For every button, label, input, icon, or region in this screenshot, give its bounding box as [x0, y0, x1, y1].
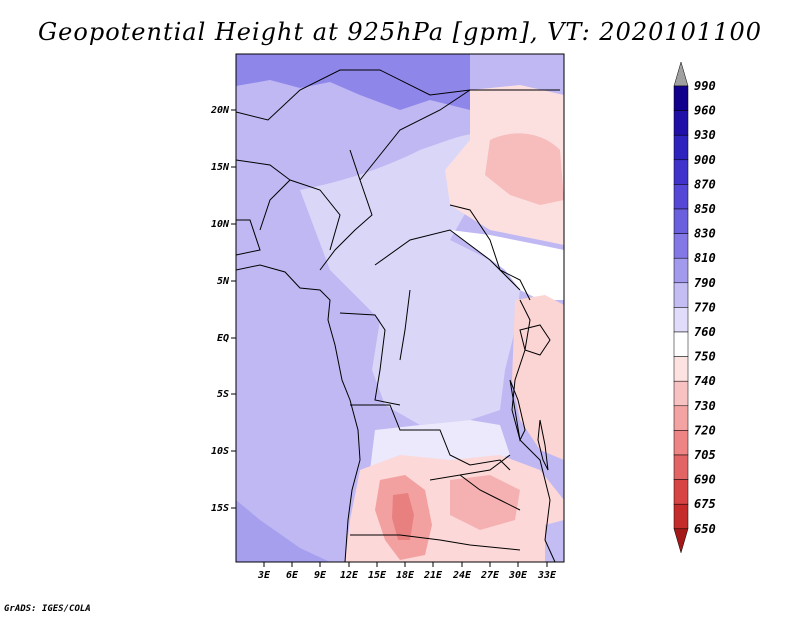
- lat-label: 5N: [217, 276, 230, 287]
- colorbar-label: 810: [694, 251, 716, 265]
- field-red-core: [392, 493, 414, 540]
- border-west-africa: [236, 159, 341, 256]
- latitude-axis: 20N 15N 10N 5N EQ 5S 10S 15S: [210, 105, 236, 514]
- colorbar-label: 900: [694, 153, 716, 167]
- colorbar-segment: [673, 233, 689, 259]
- lon-label: 33E: [537, 570, 557, 581]
- border-east-lakes: [511, 299, 556, 562]
- colorbar-label: 850: [694, 202, 716, 216]
- lat-label: 5S: [217, 389, 229, 400]
- lon-label: 24E: [452, 570, 472, 581]
- lake-victoria: [519, 324, 551, 356]
- lon-label: 12E: [340, 570, 359, 581]
- lon-label: 21E: [423, 570, 443, 581]
- colorbar-segment: [673, 110, 689, 136]
- lat-label: EQ: [217, 333, 229, 344]
- colorbar-top-arrow: [673, 61, 689, 87]
- colorbar-label: 960: [694, 104, 716, 118]
- lon-label: 9E: [314, 570, 327, 581]
- colorbar-segment: [673, 208, 689, 234]
- colorbar-segment: [673, 257, 689, 284]
- lon-label: 27E: [480, 570, 500, 581]
- colorbar-label: 690: [694, 473, 716, 487]
- colorbar-segment: [673, 307, 689, 333]
- plot-frame: [235, 53, 565, 563]
- colorbar-segment: [673, 356, 689, 382]
- map-title: Geopotential Height at 925hPa [gpm], VT:…: [38, 18, 762, 46]
- colorbar-label: 740: [694, 374, 716, 388]
- border-congo: [339, 289, 411, 406]
- longitude-axis: 3E 6E 9E 12E 15E 18E 21E 24E 27E 30E 33E: [257, 562, 557, 581]
- colorbar-segment: [673, 85, 689, 111]
- grads-credit: GrADS: IGES/COLA: [4, 604, 91, 614]
- colorbar-label: 760: [694, 325, 716, 339]
- colorbar-segment: [673, 479, 689, 505]
- lat-label: 10N: [211, 219, 230, 230]
- lat-label: 10S: [211, 446, 229, 457]
- coastline-west: [236, 264, 361, 562]
- colorbar-segment: [673, 454, 689, 480]
- lon-label: 30E: [508, 570, 528, 581]
- lake-malawi: [537, 419, 549, 471]
- colorbar-segment: [673, 405, 689, 431]
- colorbar-label: 730: [694, 399, 716, 413]
- border-sudan: [449, 89, 560, 301]
- field-white-east: [450, 230, 564, 300]
- colorbar-label: 930: [694, 128, 716, 142]
- border-cameroon: [319, 149, 373, 271]
- lake-tanganyika: [509, 379, 526, 442]
- colorbar-label: 830: [694, 227, 716, 241]
- lon-label: 6E: [286, 570, 299, 581]
- colorbar-label: 790: [694, 276, 716, 290]
- border-niger-chad: [359, 89, 471, 181]
- colorbar-label: 675: [694, 497, 716, 511]
- lon-label: 3E: [257, 570, 271, 581]
- colorbar-label: 750: [694, 350, 716, 364]
- border-car: [374, 229, 521, 291]
- field-red-north: [485, 133, 564, 205]
- colorbar: 990 960 930 900 870 850 830 810 790 770 760 750 740 7…: [673, 61, 716, 554]
- border-sahel: [236, 69, 471, 121]
- field-pink-east: [512, 295, 564, 460]
- field-deep-north: [236, 54, 470, 110]
- field-red-southeast: [450, 475, 520, 530]
- colorbar-segment: [673, 503, 689, 530]
- field-blue-southeast-corner: [545, 520, 564, 562]
- colorbar-segment: [673, 159, 689, 185]
- colorbar-label: 870: [694, 177, 716, 191]
- colorbar-segment: [673, 134, 689, 161]
- border-angola-namibia: [350, 534, 521, 551]
- border-zambia: [429, 454, 521, 511]
- lat-label: 15N: [211, 162, 230, 173]
- colorbar-label: 650: [694, 522, 716, 536]
- colorbar-label: 720: [694, 423, 716, 437]
- lon-label: 15E: [368, 570, 387, 581]
- colorbar-label: 705: [694, 448, 716, 462]
- map-borders: [236, 69, 560, 562]
- colorbar-segment: [673, 430, 689, 456]
- colorbar-bottom-arrow: [673, 528, 689, 554]
- colorbar-label: 770: [694, 300, 716, 314]
- colorbar-segment: [673, 380, 689, 407]
- colorbar-label: 990: [694, 79, 716, 93]
- colorbar-segment: [673, 282, 689, 308]
- lat-label: 20N: [210, 105, 230, 116]
- border-drc-south: [350, 404, 511, 471]
- field-deep-southwest: [236, 500, 330, 562]
- colorbar-segment: [673, 184, 689, 210]
- lon-label: 18E: [396, 570, 415, 581]
- colorbar-segment: [673, 331, 689, 357]
- height-field: [236, 54, 564, 562]
- lat-label: 15S: [211, 503, 229, 514]
